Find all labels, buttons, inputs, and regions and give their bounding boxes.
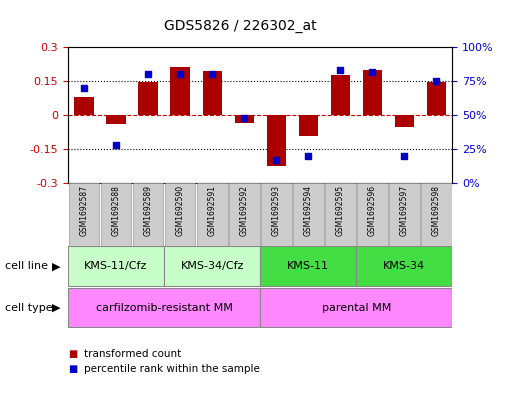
Bar xyxy=(133,183,164,246)
Point xyxy=(176,71,184,77)
Text: GSM1692596: GSM1692596 xyxy=(368,185,377,236)
Bar xyxy=(260,246,356,286)
Text: GDS5826 / 226302_at: GDS5826 / 226302_at xyxy=(164,18,317,33)
Text: GSM1692591: GSM1692591 xyxy=(208,185,217,236)
Text: ▶: ▶ xyxy=(52,303,60,313)
Point xyxy=(304,152,312,159)
Text: GSM1692588: GSM1692588 xyxy=(111,185,120,236)
Bar xyxy=(356,246,452,286)
Bar xyxy=(389,183,420,246)
Text: KMS-34/Cfz: KMS-34/Cfz xyxy=(180,261,244,271)
Bar xyxy=(69,183,99,246)
Bar xyxy=(229,183,259,246)
Text: ▶: ▶ xyxy=(52,261,60,272)
Bar xyxy=(325,183,356,246)
Bar xyxy=(100,183,131,246)
Bar xyxy=(395,115,414,127)
Point xyxy=(432,78,440,84)
Text: GSM1692593: GSM1692593 xyxy=(272,185,281,236)
Text: GSM1692597: GSM1692597 xyxy=(400,185,409,236)
Bar xyxy=(139,82,157,115)
Point xyxy=(80,84,88,91)
Text: carfilzomib-resistant MM: carfilzomib-resistant MM xyxy=(96,303,233,312)
Bar xyxy=(357,183,388,246)
Bar xyxy=(197,183,228,246)
Text: GSM1692594: GSM1692594 xyxy=(304,185,313,236)
Text: GSM1692595: GSM1692595 xyxy=(336,185,345,236)
Bar xyxy=(74,97,94,115)
Bar xyxy=(68,246,164,286)
Bar xyxy=(362,70,382,115)
Point xyxy=(272,156,280,163)
Bar xyxy=(164,246,260,286)
Point xyxy=(400,152,408,159)
Point xyxy=(336,67,345,73)
Text: GSM1692590: GSM1692590 xyxy=(176,185,185,236)
Text: GSM1692587: GSM1692587 xyxy=(79,185,88,236)
Text: ■: ■ xyxy=(68,364,77,375)
Bar xyxy=(421,183,452,246)
Bar xyxy=(260,288,452,327)
Bar xyxy=(331,75,350,115)
Bar xyxy=(427,82,446,115)
Point xyxy=(144,71,152,77)
Point xyxy=(112,141,120,148)
Point xyxy=(208,71,217,77)
Text: GSM1692589: GSM1692589 xyxy=(144,185,153,236)
Bar xyxy=(107,115,126,124)
Text: ■: ■ xyxy=(68,349,77,359)
Text: GSM1692598: GSM1692598 xyxy=(432,185,441,236)
Text: KMS-11: KMS-11 xyxy=(287,261,329,271)
Bar xyxy=(170,68,190,115)
Point xyxy=(240,114,248,121)
Text: percentile rank within the sample: percentile rank within the sample xyxy=(84,364,259,375)
Point xyxy=(368,68,377,75)
Bar xyxy=(293,183,324,246)
Text: transformed count: transformed count xyxy=(84,349,181,359)
Text: KMS-34: KMS-34 xyxy=(383,261,425,271)
Text: cell type: cell type xyxy=(5,303,53,313)
Text: parental MM: parental MM xyxy=(322,303,391,312)
Bar xyxy=(261,183,292,246)
Bar xyxy=(299,115,318,136)
Bar xyxy=(267,115,286,166)
Bar xyxy=(234,115,254,123)
Text: cell line: cell line xyxy=(5,261,48,272)
Bar xyxy=(68,288,260,327)
Bar xyxy=(165,183,196,246)
Bar xyxy=(202,71,222,115)
Text: GSM1692592: GSM1692592 xyxy=(240,185,248,236)
Text: KMS-11/Cfz: KMS-11/Cfz xyxy=(84,261,147,271)
